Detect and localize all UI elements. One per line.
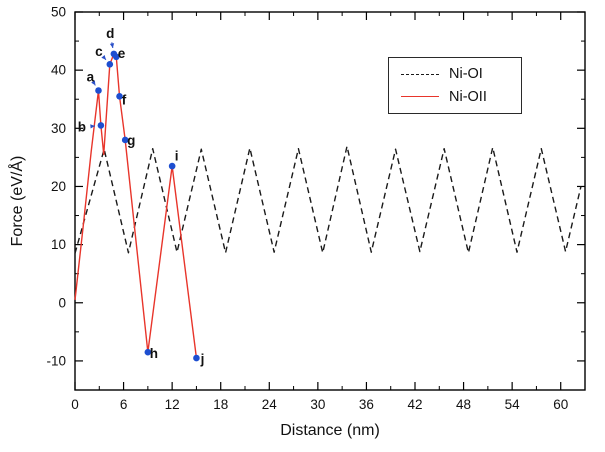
- data-point-e: [112, 53, 120, 61]
- annotation-arrowhead-d: [109, 43, 115, 48]
- x-tick-label: 24: [262, 397, 278, 412]
- data-point-h: [144, 348, 152, 356]
- series-ni-oii: [74, 53, 198, 359]
- x-tick-label: 48: [456, 397, 471, 412]
- plot-frame: [74, 11, 586, 391]
- legend-label-ni-oii: Ni-OII: [449, 88, 487, 105]
- y-tick-label: 10: [51, 237, 66, 252]
- series-ni-oi: [74, 145, 582, 254]
- y-tick-label: 40: [51, 63, 66, 78]
- annotation-label-i: i: [175, 149, 179, 164]
- y-tick-label: 20: [51, 179, 66, 194]
- legend-entry-ni-oi: Ni-OI: [401, 67, 509, 82]
- y-tick-label: 30: [51, 121, 66, 136]
- x-tick-label: 12: [165, 397, 180, 412]
- data-point-b: [97, 122, 105, 129]
- data-point-a: [95, 87, 102, 94]
- x-tick-label: 60: [553, 397, 568, 412]
- annotation-label-j: j: [200, 352, 205, 367]
- solid-line-sample: [401, 96, 439, 98]
- y-tick-label: 0: [58, 295, 66, 310]
- annotation-label-f: f: [122, 92, 127, 107]
- annotation-label-d: d: [106, 26, 114, 41]
- y-tick-label: -10: [46, 353, 66, 368]
- y-axis-label: Force (eV/Å): [7, 156, 26, 247]
- annotation-label-g: g: [127, 133, 135, 148]
- x-tick-label: 54: [505, 397, 521, 412]
- y-tick-label: 50: [51, 5, 66, 20]
- data-point-g: [121, 136, 129, 144]
- x-tick-label: 30: [310, 397, 325, 412]
- x-tick-label: 36: [359, 397, 374, 412]
- data-point-c: [106, 61, 114, 68]
- data-point-j: [193, 354, 200, 362]
- annotation-label-a: a: [87, 70, 95, 85]
- annotation-label-h: h: [150, 346, 158, 361]
- annotation-arrowhead-a: [91, 80, 96, 86]
- legend: Ni-OI Ni-OII: [388, 57, 522, 114]
- x-tick-label: 6: [120, 397, 128, 412]
- x-tick-label: 42: [407, 397, 422, 412]
- annotation-arrowhead-c: [101, 54, 106, 60]
- legend-entry-ni-oii: Ni-OII: [401, 88, 509, 105]
- annotation-arrowhead-b: [90, 124, 95, 129]
- data-point-i: [168, 162, 176, 170]
- annotation-label-c: c: [95, 44, 103, 59]
- annotation-label-b: b: [78, 120, 86, 135]
- legend-label-ni-oi: Ni-OI: [449, 66, 483, 82]
- x-tick-label: 18: [213, 397, 228, 412]
- data-point-f: [116, 93, 123, 100]
- dashed-line-sample: [401, 73, 439, 75]
- annotation-label-e: e: [118, 46, 126, 61]
- x-axis-label: Distance (nm): [280, 422, 380, 439]
- x-tick-label: 0: [71, 397, 79, 412]
